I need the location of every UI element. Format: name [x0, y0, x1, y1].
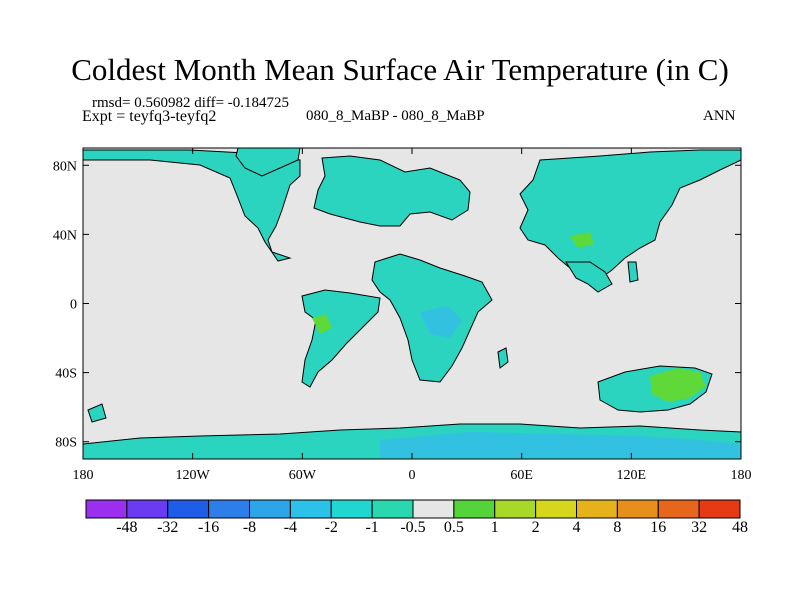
warm-patch-south-america: [312, 314, 332, 334]
colorbar-label: 1: [490, 519, 499, 536]
colorbar-swatch: [85, 499, 128, 519]
colorbar-swatch: [535, 499, 577, 519]
colorbar-label: 16: [650, 519, 667, 536]
lon-tick-label: 180: [73, 468, 94, 483]
colorbar-label: -48: [116, 519, 138, 536]
warm-anomaly-patches: [312, 232, 706, 402]
cool-patch-africa: [420, 306, 462, 338]
season-text: ANN: [703, 108, 736, 124]
cool-anomaly-patches: [380, 306, 741, 458]
colorbar-label: -4: [283, 519, 298, 536]
colorbar-swatch: [412, 499, 455, 519]
colorbar-swatch: [330, 499, 373, 519]
lat-tick-label: 80S: [55, 436, 77, 451]
colorbar-label: -32: [157, 519, 179, 536]
colorbar-swatch: [616, 499, 659, 519]
colorbar-swatch: [167, 499, 210, 519]
land-island-japan: [627, 261, 639, 283]
colorbar-swatch: [453, 499, 496, 519]
warm-patch-australia: [650, 368, 706, 402]
colorbar-swatch: [657, 499, 700, 519]
lat-tick-label: 80N: [53, 159, 77, 174]
colorbar-label: -1: [365, 519, 379, 536]
land-island-nz: [87, 403, 107, 423]
colorbar-label: 4: [572, 519, 581, 536]
lon-tick-label: 120W: [176, 468, 211, 483]
colorbar-label: -16: [197, 519, 220, 536]
colorbar-swatch: [698, 499, 741, 519]
land-south-america: [301, 289, 381, 388]
colorbar-swatch: [249, 499, 291, 519]
colorbar-label: 2: [531, 519, 540, 536]
colorbar-swatch: [576, 499, 618, 519]
colorbar-label: 32: [691, 519, 708, 536]
colorbar-swatch: [371, 499, 414, 519]
colorbar-swatch: [126, 499, 169, 519]
colorbar-swatch: [494, 499, 537, 519]
lon-tick-label: 60E: [510, 468, 533, 483]
lat-tick-label: 40N: [53, 228, 77, 243]
map-ticks: 180 120W 60W 0 60E 120E 180 80N 40N 0 40S 80S: [53, 148, 752, 483]
land-greenland: [235, 147, 301, 177]
colorbar-label: -8: [242, 519, 257, 536]
lon-tick-label: 180: [731, 468, 752, 483]
stats-text: rmsd= 0.560982 diff= -0.184725: [92, 95, 290, 111]
colorbar-swatch: [208, 499, 250, 519]
lat-tick-label: 0: [70, 298, 77, 313]
lon-tick-label: 60W: [289, 468, 317, 483]
land-island-madagascar: [497, 347, 509, 369]
map-title: Coldest Month Mean Surface Air Temperatu…: [71, 52, 729, 87]
experiment-text: Expt = teyfq3-teyfq2: [82, 108, 217, 125]
colorbar-swatch: [289, 499, 332, 519]
lon-tick-label: 120E: [617, 468, 647, 483]
warm-patch-asia: [570, 232, 594, 248]
colorbar-label: -2: [324, 519, 338, 536]
colorbar-label: 48: [732, 519, 748, 536]
lat-tick-label: 40S: [55, 367, 77, 382]
colorbar: [85, 499, 741, 519]
lon-tick-label: 0: [409, 468, 416, 483]
colorbar-label: 8: [613, 519, 622, 536]
land-europe: [313, 155, 471, 227]
cool-patch-antarctica: [380, 432, 741, 458]
case-text: 080_8_MaBP - 080_8_MaBP: [306, 108, 485, 124]
colorbar-label: 0.5: [443, 519, 464, 536]
colorbar-label: -0.5: [400, 519, 426, 536]
land-south-asia: [565, 261, 613, 293]
